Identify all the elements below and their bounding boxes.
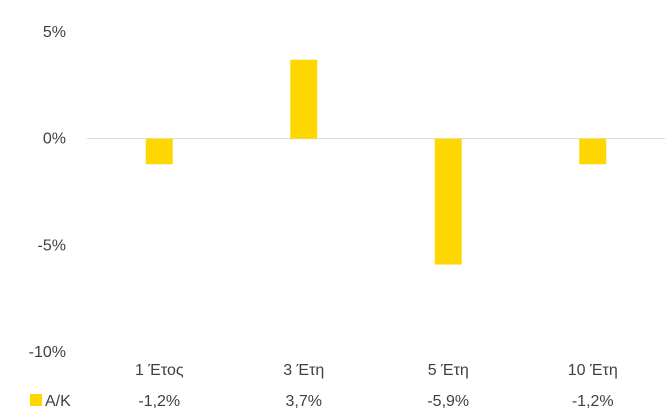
- data-table-value: -1,2%: [138, 393, 180, 410]
- y-tick-label: -5%: [38, 237, 66, 254]
- bar: [579, 138, 607, 165]
- category-label: 5 Έτη: [428, 362, 469, 379]
- category-label: 1 Έτος: [135, 362, 184, 379]
- legend-swatch: [30, 394, 42, 406]
- data-table-value: -1,2%: [572, 393, 614, 410]
- bar: [434, 138, 462, 265]
- category-labels: 1 Έτος 3 Έτη 5 Έτη 10 Έτη: [135, 362, 618, 379]
- bars: [145, 59, 607, 265]
- y-tick-label: 5%: [43, 24, 66, 41]
- data-table-row: Α/Κ -1,2% 3,7% -5,9% -1,2%: [30, 393, 614, 410]
- y-axis: 5% 0% -5% -10%: [29, 24, 66, 361]
- bar: [290, 59, 318, 139]
- data-table-value: 3,7%: [286, 393, 322, 410]
- y-tick-label: -10%: [29, 344, 66, 361]
- data-table-value: -5,9%: [427, 393, 469, 410]
- category-label: 3 Έτη: [283, 362, 324, 379]
- y-tick-label: 0%: [43, 131, 66, 148]
- legend-series-name: Α/Κ: [45, 393, 71, 410]
- category-label: 10 Έτη: [568, 362, 618, 379]
- bar: [145, 138, 173, 165]
